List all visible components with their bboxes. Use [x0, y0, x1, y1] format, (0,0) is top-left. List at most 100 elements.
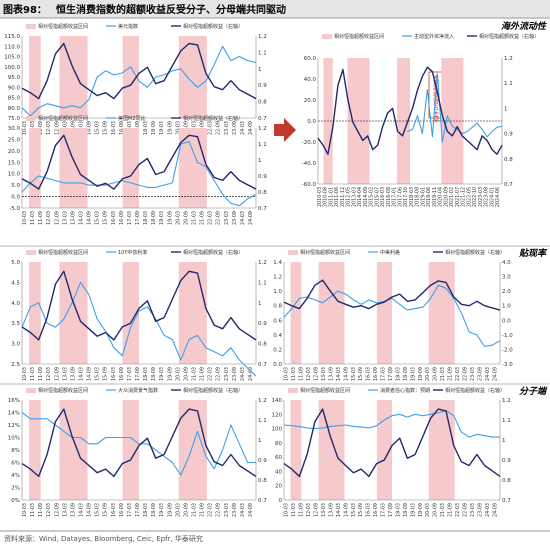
- transition-arrow-icon: [274, 118, 296, 142]
- y-tick-label-right: 0.8: [258, 190, 267, 196]
- x-tick-label: 16-09: [119, 367, 125, 381]
- x-tick-label: 20-03: [175, 211, 181, 225]
- x-tick-label: 22-03: [208, 367, 214, 381]
- y-tick-label-right: 0.9: [258, 83, 267, 89]
- legend-swatch-shade: [288, 388, 298, 393]
- x-tick-label: 15-03: [351, 503, 357, 517]
- y-tick-label-left: 1.4: [273, 260, 282, 266]
- x-tick-label: 16-03: [111, 367, 117, 381]
- y-tick-label-left: 8%: [11, 448, 20, 454]
- x-tick-label: 12-03: [46, 503, 52, 517]
- y-tick-label-left: 6%: [11, 461, 20, 467]
- x-tick-label: 16-03: [111, 121, 117, 135]
- x-tick-label: 11-03: [291, 367, 297, 381]
- x-tick-label: 17-09: [135, 211, 141, 225]
- y-tick-label-left: -5.0: [9, 206, 20, 212]
- x-tick-label: 11-03: [291, 503, 297, 517]
- x-tick-label: 2019-06: [426, 187, 432, 207]
- x-tick-label: 24-03: [485, 503, 491, 517]
- x-tick-label: 17-09: [135, 503, 141, 517]
- x-tick-label: 11-03: [30, 367, 36, 381]
- x-tick-label: 19-09: [167, 121, 173, 135]
- x-tick-label: 20-09: [183, 503, 189, 517]
- x-tick-label: 13-09: [328, 503, 334, 517]
- x-tick-label: 20-09: [183, 211, 189, 225]
- x-tick-label: 15-03: [95, 211, 101, 225]
- x-tick-label: 11-03: [30, 503, 36, 517]
- x-tick-label: 20-03: [425, 503, 431, 517]
- x-tick-label: 12-03: [46, 211, 52, 225]
- y-tick-label-left: 0.8: [273, 304, 282, 310]
- x-tick-label: 14-03: [79, 367, 85, 381]
- y-tick-label-left: 0.4: [273, 333, 282, 339]
- y-tick-label-left: 5.0: [11, 260, 20, 266]
- legend: 相对恒指超额收益区间 主动型外资净流入 相对恒指超额收益（右轴）: [322, 33, 539, 40]
- legend-label: 相对恒指超额收益（右轴）: [445, 387, 505, 394]
- x-tick-label: 19-03: [410, 503, 416, 517]
- y-tick-label-left: 40: [275, 469, 282, 475]
- y-tick-label-right: 0.7: [258, 362, 267, 368]
- x-tick-label: 21-03: [440, 367, 446, 381]
- x-tick-label: 19-09: [418, 503, 424, 517]
- x-tick-label: 13-03: [62, 121, 68, 135]
- x-tick-label: 2022-10: [472, 187, 478, 207]
- x-tick-label: 19-09: [167, 211, 173, 225]
- x-tick-label: 23-09: [232, 503, 238, 517]
- x-tick-label: 18-03: [395, 503, 401, 517]
- shade-period: [29, 36, 41, 118]
- series-line-indicator: [21, 45, 257, 117]
- x-tick-label: 16-03: [366, 503, 372, 517]
- shade-period: [122, 128, 139, 208]
- y-tick-label-right: 2.0: [502, 289, 511, 295]
- x-tick-label: 22-09: [216, 367, 222, 381]
- x-tick-label: 13-03: [62, 367, 68, 381]
- y-tick-label-left: 0.0: [307, 119, 316, 125]
- legend: 相对恒指超额收益区间 10Y中债利率 相对恒指超额收益（右轴）: [26, 249, 243, 256]
- legend-label: 相对恒指超额收益（右轴）: [445, 249, 505, 256]
- y-tick-label-left: -20.0: [302, 140, 317, 146]
- y-tick-label-right: 0.9: [258, 321, 267, 327]
- y-tick-label-right: 1.1: [502, 418, 511, 424]
- x-tick-label: 20-03: [425, 367, 431, 381]
- y-tick-label-left: 20.0: [304, 98, 317, 104]
- x-tick-label: 2014-09: [363, 187, 369, 207]
- x-tick-label: 14-09: [87, 211, 93, 225]
- series-line-excess-return: [21, 134, 257, 190]
- shade-period: [29, 400, 41, 500]
- y-tick-label-left: 3.0: [11, 342, 20, 348]
- y-tick-label-right: 1: [258, 438, 262, 444]
- y-tick-label-left: 120: [272, 412, 283, 418]
- legend-label: 消费者信心指数：预期: [380, 387, 430, 394]
- shade-period: [29, 262, 41, 364]
- x-tick-label: 23-03: [224, 367, 230, 381]
- x-tick-label: 18-09: [151, 121, 157, 135]
- x-tick-label: 14-09: [87, 367, 93, 381]
- series-line-excess-return: [283, 408, 501, 478]
- x-tick-label: 12-09: [54, 503, 60, 517]
- legend: 相对恒指超额收益区间 大众消费景气指数 相对恒指超额收益（右轴）: [26, 387, 243, 394]
- legend-label: 相对恒指超额收益区间: [38, 249, 88, 256]
- y-tick-label-left: 0.2: [273, 347, 282, 353]
- shade-period: [59, 400, 88, 500]
- x-tick-label: 24-09: [248, 367, 254, 381]
- x-tick-label: 18-09: [403, 503, 409, 517]
- x-tick-label: 18-09: [151, 503, 157, 517]
- x-tick-label: 12-03: [306, 503, 312, 517]
- y-tick-label-right: 1.2: [502, 398, 511, 404]
- legend-label: 相对恒指超额收益（右轴）: [183, 249, 243, 256]
- x-tick-label: 16-09: [373, 367, 379, 381]
- title-bar: [0, 0, 550, 18]
- y-tick-label-left: 0: [279, 498, 283, 504]
- x-tick-label: 2023-08: [484, 187, 490, 207]
- x-tick-label: 2024-01: [489, 187, 495, 207]
- x-tick-label: 22-09: [216, 121, 222, 135]
- x-tick-label: 24-09: [492, 367, 498, 381]
- y-tick-label-right: 0.7: [258, 206, 267, 212]
- x-tick-label: 23-09: [477, 367, 483, 381]
- y-tick-label-left: 12%: [8, 423, 20, 429]
- x-tick-label: 12-09: [54, 211, 60, 225]
- x-tick-label: 19-09: [418, 367, 424, 381]
- x-tick-label: 2024-06: [495, 187, 501, 207]
